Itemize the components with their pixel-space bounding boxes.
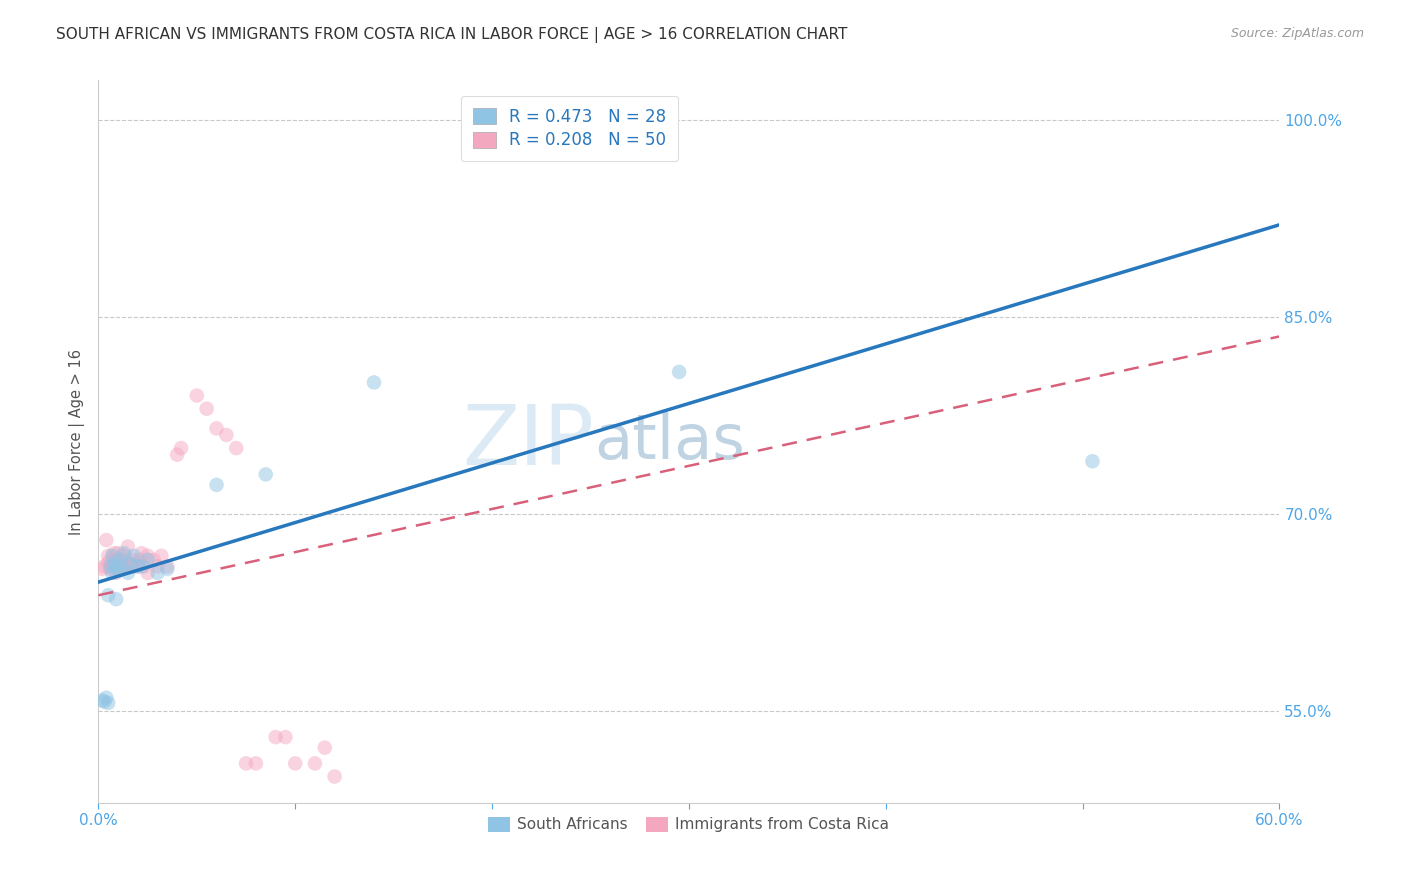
Point — [195, 401, 218, 416]
Point — [225, 441, 247, 455]
Point — [105, 553, 128, 567]
Point — [170, 441, 193, 455]
Point — [105, 592, 128, 607]
Point — [284, 756, 307, 771]
Point — [146, 559, 169, 574]
Point — [93, 559, 115, 574]
Point — [235, 756, 257, 771]
Point — [264, 730, 287, 744]
Point — [131, 546, 153, 560]
Point — [117, 540, 139, 554]
Point — [105, 559, 128, 574]
Point — [122, 549, 145, 563]
Point — [97, 696, 120, 710]
Text: Source: ZipAtlas.com: Source: ZipAtlas.com — [1230, 27, 1364, 40]
Point — [112, 549, 135, 563]
Point — [127, 559, 149, 574]
Point — [101, 559, 124, 574]
Point — [101, 549, 124, 563]
Point — [98, 559, 121, 574]
Point — [108, 553, 131, 567]
Legend: South Africans, Immigrants from Costa Rica: South Africans, Immigrants from Costa Ri… — [482, 811, 896, 838]
Point — [91, 693, 114, 707]
Point — [91, 562, 114, 576]
Point — [245, 756, 267, 771]
Point — [97, 588, 120, 602]
Y-axis label: In Labor Force | Age > 16: In Labor Force | Age > 16 — [69, 349, 84, 534]
Point — [142, 553, 165, 567]
Point — [107, 559, 129, 574]
Point — [668, 365, 690, 379]
Point — [274, 730, 297, 744]
Point — [146, 566, 169, 580]
Point — [156, 562, 179, 576]
Point — [132, 559, 155, 574]
Point — [117, 559, 139, 574]
Point — [156, 559, 179, 574]
Point — [118, 557, 141, 571]
Point — [125, 557, 148, 571]
Point — [96, 533, 118, 547]
Point — [131, 559, 153, 574]
Point — [205, 421, 228, 435]
Point — [314, 740, 336, 755]
Point — [107, 563, 129, 577]
Point — [96, 690, 118, 705]
Point — [121, 553, 143, 567]
Point — [363, 376, 385, 390]
Point — [105, 566, 128, 580]
Point — [136, 553, 159, 567]
Point — [215, 428, 238, 442]
Point — [93, 695, 115, 709]
Point — [112, 557, 135, 571]
Point — [118, 559, 141, 574]
Point — [98, 562, 121, 576]
Point — [103, 559, 125, 574]
Point — [103, 557, 125, 571]
Point — [103, 546, 125, 560]
Point — [128, 553, 150, 567]
Point — [254, 467, 277, 482]
Point — [101, 553, 124, 567]
Point — [323, 770, 346, 784]
Point — [166, 448, 188, 462]
Point — [101, 566, 124, 580]
Point — [122, 559, 145, 574]
Point — [136, 549, 159, 563]
Point — [117, 566, 139, 580]
Point — [205, 478, 228, 492]
Point — [111, 559, 134, 574]
Point — [186, 388, 208, 402]
Point — [112, 546, 135, 560]
Point — [136, 566, 159, 580]
Point — [1081, 454, 1104, 468]
Point — [97, 549, 120, 563]
Point — [127, 559, 149, 574]
Point — [107, 546, 129, 560]
Point — [115, 553, 138, 567]
Point — [150, 549, 173, 563]
Text: ZIP: ZIP — [463, 401, 595, 482]
Point — [111, 559, 134, 574]
Text: SOUTH AFRICAN VS IMMIGRANTS FROM COSTA RICA IN LABOR FORCE | AGE > 16 CORRELATIO: SOUTH AFRICAN VS IMMIGRANTS FROM COSTA R… — [56, 27, 848, 43]
Point — [108, 562, 131, 576]
Point — [304, 756, 326, 771]
Text: atlas: atlas — [595, 411, 745, 472]
Point — [97, 555, 120, 569]
